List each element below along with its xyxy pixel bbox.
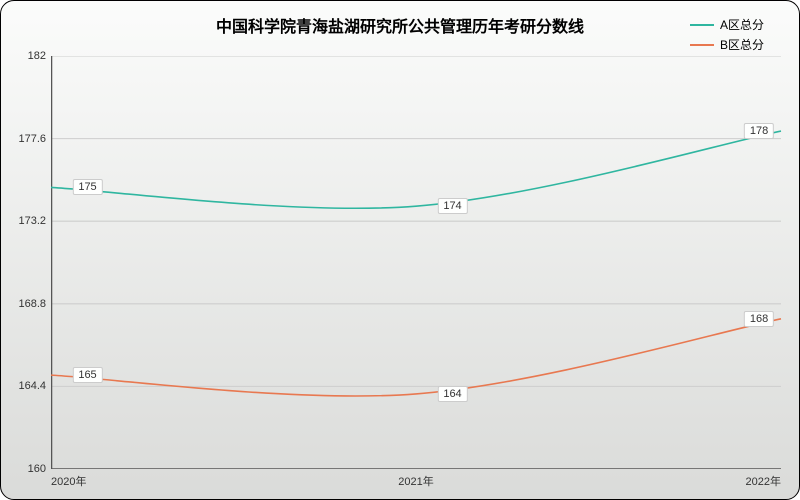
chart-container: 中国科学院青海盐湖研究所公共管理历年考研分数线 A区总分 B区总分 182 17… (0, 0, 800, 500)
plot-area: 182 177.6 173.2 168.8 164.4 160 2020年 20… (51, 56, 781, 469)
x-tick-1: 2021年 (398, 473, 433, 489)
y-tick-0: 160 (11, 463, 46, 475)
legend-swatch-a (690, 24, 714, 26)
line-series-b (51, 319, 781, 396)
y-tick-1: 164.4 (11, 380, 46, 392)
y-tick-5: 182 (11, 50, 46, 62)
legend-swatch-b (690, 44, 714, 46)
data-label: 175 (72, 179, 102, 195)
data-label: 168 (744, 311, 774, 327)
legend-label-a: A区总分 (720, 16, 764, 33)
legend-item-a: A区总分 (690, 16, 764, 33)
legend: A区总分 B区总分 (690, 16, 764, 56)
data-label: 165 (72, 367, 102, 383)
y-tick-2: 168.8 (11, 298, 46, 310)
y-tick-4: 177.6 (11, 133, 46, 145)
data-label: 164 (437, 386, 467, 402)
data-label: 174 (437, 198, 467, 214)
x-tick-2: 2022年 (746, 473, 781, 489)
chart-title: 中国科学院青海盐湖研究所公共管理历年考研分数线 (216, 13, 584, 37)
legend-label-b: B区总分 (720, 36, 764, 53)
legend-item-b: B区总分 (690, 36, 764, 53)
data-label: 178 (744, 123, 774, 139)
chart-lines (51, 56, 781, 469)
y-tick-3: 173.2 (11, 215, 46, 227)
line-series-a (51, 131, 781, 208)
x-tick-0: 2020年 (51, 473, 86, 489)
